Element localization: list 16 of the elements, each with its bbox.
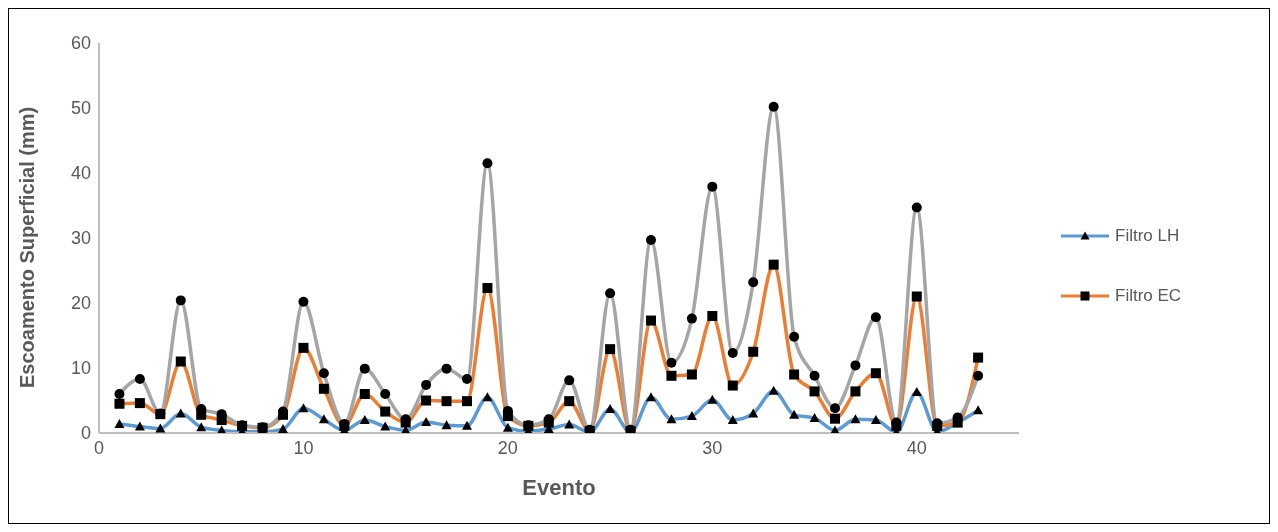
y-tick-label: 40 (70, 163, 91, 184)
legend-label: Filtro LH (1115, 226, 1180, 246)
legend-label: Filtro EC (1115, 286, 1182, 306)
x-tick-label: 30 (702, 437, 723, 458)
y-tick-label: 50 (70, 98, 91, 119)
x-tick-label: 0 (93, 437, 105, 458)
y-tick-label: 30 (70, 228, 91, 249)
x-tick-label: 20 (497, 437, 518, 458)
y-tick-label: 20 (70, 293, 91, 314)
x-axis-title: Evento (522, 475, 596, 500)
y-tick-label: 60 (70, 33, 91, 54)
y-tick-label: 10 (70, 358, 91, 379)
y-tick-label: 0 (80, 423, 91, 444)
x-tick-label: 10 (293, 437, 314, 458)
x-tick-label: 40 (906, 437, 927, 458)
y-axis-title: Escoamento Superficial (mm) (16, 106, 39, 388)
